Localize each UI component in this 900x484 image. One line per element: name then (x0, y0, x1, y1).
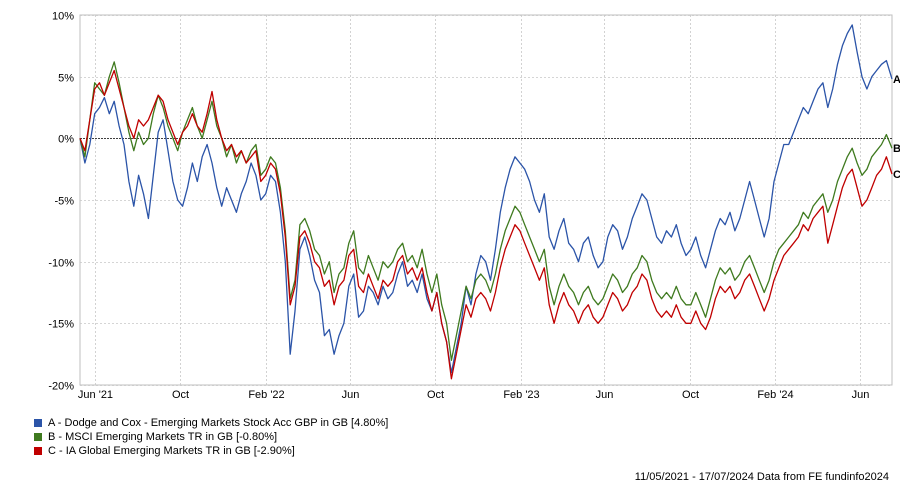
y-tick-label: -15% (48, 319, 74, 331)
legend-label-b: B - MSCI Emerging Markets TR in GB [-0.8… (48, 431, 278, 443)
y-tick-label: -20% (48, 381, 74, 393)
end-label-a: A (893, 74, 900, 86)
legend-item-c: C - IA Global Emerging Markets TR in GB … (34, 444, 388, 458)
x-tick-label: Feb '23 (503, 389, 539, 401)
series-end-labels: A B C (893, 74, 900, 181)
legend-item-a: A - Dodge and Cox - Emerging Markets Sto… (34, 416, 388, 430)
legend-swatch-c (34, 447, 42, 455)
legend-swatch-a (34, 419, 42, 427)
x-tick-label: Jun (596, 389, 614, 401)
y-tick-label: -10% (48, 258, 74, 270)
legend-label-a: A - Dodge and Cox - Emerging Markets Sto… (48, 417, 389, 429)
legend-label-c: C - IA Global Emerging Markets TR in GB … (48, 445, 295, 457)
legend-swatch-b (34, 433, 42, 441)
y-tick-label: 10% (52, 11, 74, 23)
x-axis-labels: Jun '21 Oct Feb '22 Jun Oct Feb '23 Jun Oct Feb … (78, 389, 869, 401)
x-tick-label: Feb '24 (757, 389, 793, 401)
end-label-b: B (893, 143, 900, 155)
end-label-c: C (893, 169, 900, 181)
x-tick-label: Oct (427, 389, 444, 401)
series-lines (79, 24, 893, 380)
x-tick-label: Feb '22 (248, 389, 284, 401)
series-line-b (79, 61, 893, 361)
x-tick-label: Jun (342, 389, 360, 401)
series-line-a (79, 24, 893, 374)
x-tick-label: Oct (172, 389, 189, 401)
y-tick-label: -5% (54, 196, 74, 208)
grid (79, 14, 893, 386)
y-tick-label: 0% (58, 134, 74, 146)
x-tick-label: Jun '21 (78, 389, 113, 401)
legend-item-b: B - MSCI Emerging Markets TR in GB [-0.8… (34, 430, 388, 444)
plot-frame (79, 14, 893, 386)
legend: A - Dodge and Cox - Emerging Markets Sto… (34, 416, 388, 458)
data-source-footer: 11/05/2021 - 17/07/2024 Data from FE fun… (634, 471, 889, 483)
x-tick-label: Jun (852, 389, 870, 401)
y-tick-label: 5% (58, 73, 74, 85)
y-axis-labels: 10% 5% 0% -5% -10% -15% -20% (48, 11, 74, 393)
x-tick-label: Oct (682, 389, 699, 401)
series-line-c (79, 69, 893, 380)
